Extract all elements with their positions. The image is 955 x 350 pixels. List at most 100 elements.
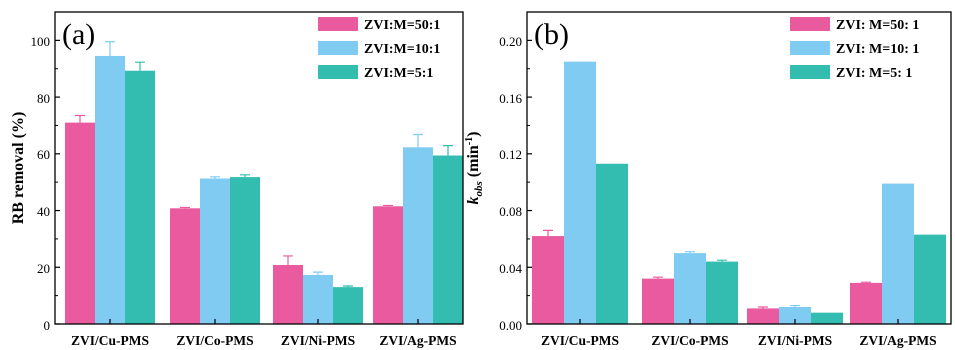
panel-b-legend-swatch-3 xyxy=(790,65,830,79)
panel-a-legend-label-1: ZVI:M=50:1 xyxy=(364,18,440,33)
panel-a-label: (a) xyxy=(62,18,95,51)
panel-a-legend-swatch-3 xyxy=(318,65,358,79)
panel-a-errorbar-s3-ni xyxy=(343,285,353,288)
panel-a-bar-s1-cu xyxy=(65,122,95,324)
panel-a-bar-s3-ag xyxy=(433,155,463,324)
panel-b-bar-s3-cu xyxy=(596,163,628,324)
panel-a-tick-label-y0: 0 xyxy=(44,318,51,333)
panel-a-bar-s1-ag xyxy=(373,206,403,324)
panel-b-errorbar-s3-co xyxy=(717,259,727,262)
panel-b-tick-label-y016: 0.16 xyxy=(499,91,522,106)
panel-a-category-label-cu: ZVI/Cu-PMS xyxy=(71,333,149,348)
panel-a-bar-s2-cu xyxy=(95,55,125,325)
panel-b-legend-label-3: ZVI: M=5: 1 xyxy=(836,66,912,81)
panel-a-tick-label-y100: 100 xyxy=(31,34,51,49)
panel-a-bar-s2-ni xyxy=(303,274,333,324)
panel-a-errorbar-s2-ni xyxy=(313,271,323,275)
panel-b: 0.00 0.04 0.08 0.12 0.16 0.20 ZVI/Cu-PMS… xyxy=(464,11,952,348)
panel-a-bar-s2-co xyxy=(200,178,230,324)
panel-b-bar-s3-co xyxy=(706,261,738,324)
panel-b-x-ticks xyxy=(579,319,899,324)
panel-a-errorbar-s1-co xyxy=(180,206,190,209)
panel-b-bar-s3-ni xyxy=(811,312,843,324)
panel-b-legend-label-2: ZVI: M=10: 1 xyxy=(836,42,919,57)
panel-a-y-axis-title: RB removal (%) xyxy=(10,112,27,225)
panel-a: 0 20 40 60 80 100 ZVI/Cu-PMS ZVI/Co-PMS … xyxy=(10,11,464,348)
panel-b-category-label-cu: ZVI/Cu-PMS xyxy=(541,333,619,348)
panel-b-bar-s2-ni xyxy=(779,306,811,324)
panel-a-errorbar-s1-ni xyxy=(283,255,293,266)
panel-a-errorbar-s2-co xyxy=(210,176,220,179)
panel-b-tick-label-y012: 0.12 xyxy=(499,147,522,162)
panel-b-legend: ZVI: M=50: 1 ZVI: M=10: 1 ZVI: M=5: 1 xyxy=(790,17,919,81)
panel-a-tick-label-y40: 40 xyxy=(37,204,50,219)
panel-b-bar-s1-ni xyxy=(747,308,779,324)
panel-b-bars xyxy=(532,61,946,325)
panel-a-bar-s2-ag xyxy=(403,147,433,324)
panel-b-errorbar-s1-ag xyxy=(861,281,871,283)
panel-b-tick-label-y000: 0.00 xyxy=(499,318,522,333)
panel-a-bar-s1-co xyxy=(170,208,200,324)
panel-a-errorbars xyxy=(75,41,453,288)
panel-a-plot-frame xyxy=(54,11,464,325)
panel-b-y-axis-title-superscript: -1 xyxy=(464,137,475,145)
panel-b-y-ticks xyxy=(527,39,532,325)
panel-b-bar-s2-ag xyxy=(882,183,914,324)
panel-a-errorbar-s1-cu xyxy=(75,114,85,123)
panel-b-errorbar-s1-ni xyxy=(758,306,768,309)
panel-b-y-axis-title-unit: (min xyxy=(465,145,482,181)
panel-a-tick-label-y80: 80 xyxy=(37,91,50,106)
panel-a-errorbar-s1-ag xyxy=(383,204,393,207)
panel-b-tick-label-y020: 0.20 xyxy=(499,34,522,49)
panel-a-bar-s3-cu xyxy=(125,70,155,324)
panel-a-x-ticks xyxy=(109,319,419,324)
panel-b-errorbar-s2-co xyxy=(685,251,695,254)
panel-b-errorbar-s2-ni xyxy=(790,304,800,307)
panel-b-tick-label-y008: 0.08 xyxy=(499,204,522,219)
panel-a-category-label-co: ZVI/Co-PMS xyxy=(176,333,253,348)
panel-b-bar-s1-co xyxy=(642,278,674,324)
panel-b-bar-s1-cu xyxy=(532,236,564,324)
panel-a-legend-swatch-2 xyxy=(318,41,358,55)
panel-b-category-label-ni: ZVI/Ni-PMS xyxy=(758,333,832,348)
panel-b-bar-s2-cu xyxy=(564,61,596,325)
panel-a-errorbar-s2-ag xyxy=(413,133,423,148)
panel-a-legend-label-3: ZVI:M=5:1 xyxy=(364,66,433,81)
panel-b-legend-swatch-2 xyxy=(790,41,830,55)
panel-a-errorbar-s3-cu xyxy=(135,61,145,71)
panel-b-bar-s1-ag xyxy=(850,282,882,324)
panel-b-category-label-co: ZVI/Co-PMS xyxy=(651,333,728,348)
panel-a-category-label-ag: ZVI/Ag-PMS xyxy=(379,333,456,348)
panel-b-category-label-ag: ZVI/Ag-PMS xyxy=(859,333,936,348)
panel-b-legend-label-1: ZVI: M=50: 1 xyxy=(836,18,919,33)
panel-b-y-axis-title-main: k xyxy=(465,196,482,204)
panel-b-errorbars xyxy=(543,229,871,309)
panel-a-bar-s3-co xyxy=(230,177,260,324)
panel-b-errorbar-s1-cu xyxy=(543,229,553,237)
panel-a-bars xyxy=(65,55,463,325)
panel-a-legend-label-2: ZVI:M=10:1 xyxy=(364,42,440,57)
panel-a-bar-s1-ni xyxy=(273,265,303,324)
panel-b-plot-frame xyxy=(526,11,952,325)
panel-a-errorbar-s3-co xyxy=(240,174,250,178)
panel-a-category-label-ni: ZVI/Ni-PMS xyxy=(281,333,355,348)
panel-b-bar-s2-co xyxy=(674,253,706,324)
panel-a-y-ticks xyxy=(55,39,60,325)
panel-a-errorbar-s2-cu xyxy=(105,41,115,56)
panel-a-bar-s3-ni xyxy=(333,287,363,324)
panel-b-errorbar-s1-co xyxy=(653,276,663,279)
panel-b-y-axis-title: kobs (min-1) xyxy=(464,132,485,205)
panel-b-y-axis-title-subscript: obs xyxy=(473,181,485,196)
panel-b-tick-label-y004: 0.04 xyxy=(499,261,522,276)
panel-b-bar-s3-ag xyxy=(914,234,946,324)
panel-a-tick-label-y60: 60 xyxy=(37,147,50,162)
panel-b-legend-swatch-1 xyxy=(790,17,830,31)
panel-b-y-axis-title-unit-close: ) xyxy=(465,132,482,137)
panel-a-tick-label-y20: 20 xyxy=(37,261,50,276)
panel-b-label: (b) xyxy=(534,18,569,51)
panel-a-legend-swatch-1 xyxy=(318,17,358,31)
panel-a-errorbar-s3-ag xyxy=(443,144,453,156)
panel-a-legend: ZVI:M=50:1 ZVI:M=10:1 ZVI:M=5:1 xyxy=(318,17,440,81)
